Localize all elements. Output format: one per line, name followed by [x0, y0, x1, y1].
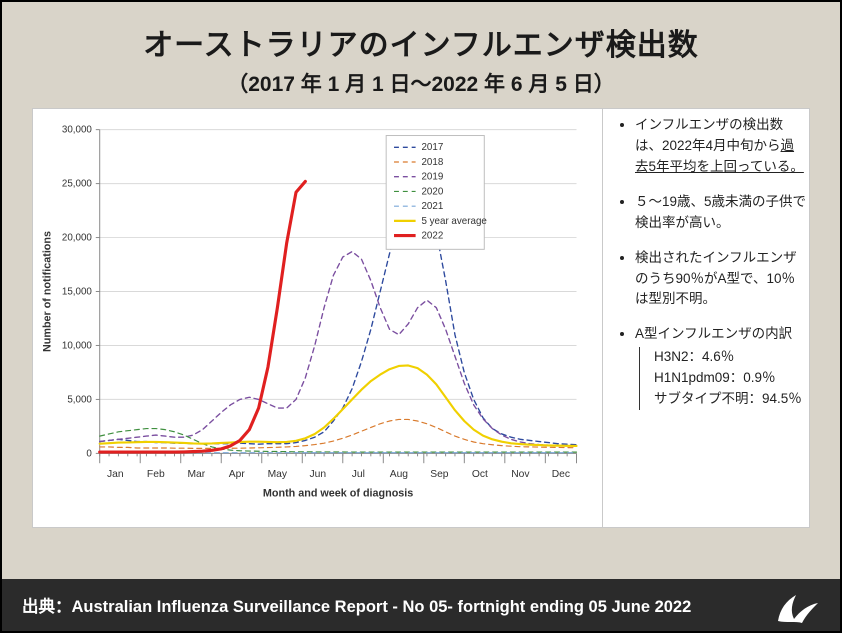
slide-title: オーストラリアのインフルエンザ検出数: [22, 20, 820, 64]
svg-text:5 year average: 5 year average: [421, 216, 487, 227]
svg-text:2022: 2022: [421, 231, 443, 242]
svg-text:2020: 2020: [421, 186, 443, 197]
svg-text:0: 0: [86, 448, 92, 459]
subtype-h1n1: H1N1pdm09：0.9％: [648, 368, 807, 389]
bullet-4-sublist: H3N2：4.6％ H1N1pdm09：0.9％ サブタイプ不明：94.5％: [639, 347, 807, 410]
svg-text:Aug: Aug: [390, 469, 409, 480]
svg-text:Jul: Jul: [352, 469, 365, 480]
line-chart: 0 5,000 10,000 15,000 20,000 25,000 30,000 Jan F…: [33, 109, 602, 527]
chart-panel: 0 5,000 10,000 15,000 20,000 25,000 30,000 Jan F…: [32, 108, 603, 528]
svg-text:15,000: 15,000: [62, 286, 93, 297]
footer-bar: 出典：Australian Influenza Surveillance Rep…: [2, 579, 840, 631]
subtype-unknown: サブタイプ不明：94.5％: [648, 389, 807, 410]
bullet-1: インフルエンザの検出数は、2022年4月中旬から過去5年平均を上回っている。: [635, 115, 807, 178]
svg-text:Jun: Jun: [310, 469, 327, 480]
svg-text:20,000: 20,000: [62, 232, 93, 243]
svg-text:5,000: 5,000: [67, 394, 92, 405]
svg-text:Apr: Apr: [229, 469, 246, 480]
bullet-4-head: A型インフルエンザの内訳: [635, 326, 792, 341]
svg-text:Nov: Nov: [511, 469, 530, 480]
svg-text:10,000: 10,000: [62, 340, 93, 351]
svg-text:2017: 2017: [421, 142, 443, 153]
bullet-2: ５〜19歳、5歳未満の子供で検出率が高い。: [635, 192, 807, 234]
title-block: オーストラリアのインフルエンザ検出数 （2017 年 1 月 1 日〜2022 …: [2, 2, 840, 108]
svg-text:Number of notifications: Number of notifications: [42, 231, 54, 352]
svg-text:Oct: Oct: [472, 469, 488, 480]
svg-text:Sep: Sep: [430, 469, 449, 480]
svg-text:May: May: [268, 469, 288, 480]
bullets-panel: インフルエンザの検出数は、2022年4月中旬から過去5年平均を上回っている。 ５…: [603, 108, 810, 528]
slide-subtitle: （2017 年 1 月 1 日〜2022 年 6 月 5 日）: [22, 68, 820, 98]
svg-text:2021: 2021: [421, 201, 443, 212]
content-row: 0 5,000 10,000 15,000 20,000 25,000 30,000 Jan F…: [2, 108, 840, 528]
logo-icon: [772, 581, 822, 625]
svg-text:25,000: 25,000: [62, 179, 93, 190]
slide-root: オーストラリアのインフルエンザ検出数 （2017 年 1 月 1 日〜2022 …: [0, 0, 842, 633]
svg-text:2019: 2019: [421, 172, 443, 183]
svg-text:2018: 2018: [421, 157, 443, 168]
bullet-list: インフルエンザの検出数は、2022年4月中旬から過去5年平均を上回っている。 ５…: [617, 115, 807, 410]
subtype-h3n2: H3N2：4.6％: [648, 347, 807, 368]
bullet-4: A型インフルエンザの内訳 H3N2：4.6％ H1N1pdm09：0.9％ サブ…: [635, 324, 807, 410]
svg-text:Mar: Mar: [187, 469, 205, 480]
bullet-1-text-a: インフルエンザの検出数は、2022年4月中旬から: [635, 117, 783, 153]
svg-text:Month and week of diagnosis: Month and week of diagnosis: [263, 488, 413, 500]
bullet-3: 検出されたインフルエンザのうち90％がA型で、10％は型別不明。: [635, 248, 807, 311]
svg-text:Dec: Dec: [552, 469, 570, 480]
svg-text:30,000: 30,000: [62, 125, 93, 136]
svg-text:Jan: Jan: [107, 469, 124, 480]
footer-citation: 出典：Australian Influenza Surveillance Rep…: [22, 593, 691, 617]
svg-text:Feb: Feb: [147, 469, 165, 480]
